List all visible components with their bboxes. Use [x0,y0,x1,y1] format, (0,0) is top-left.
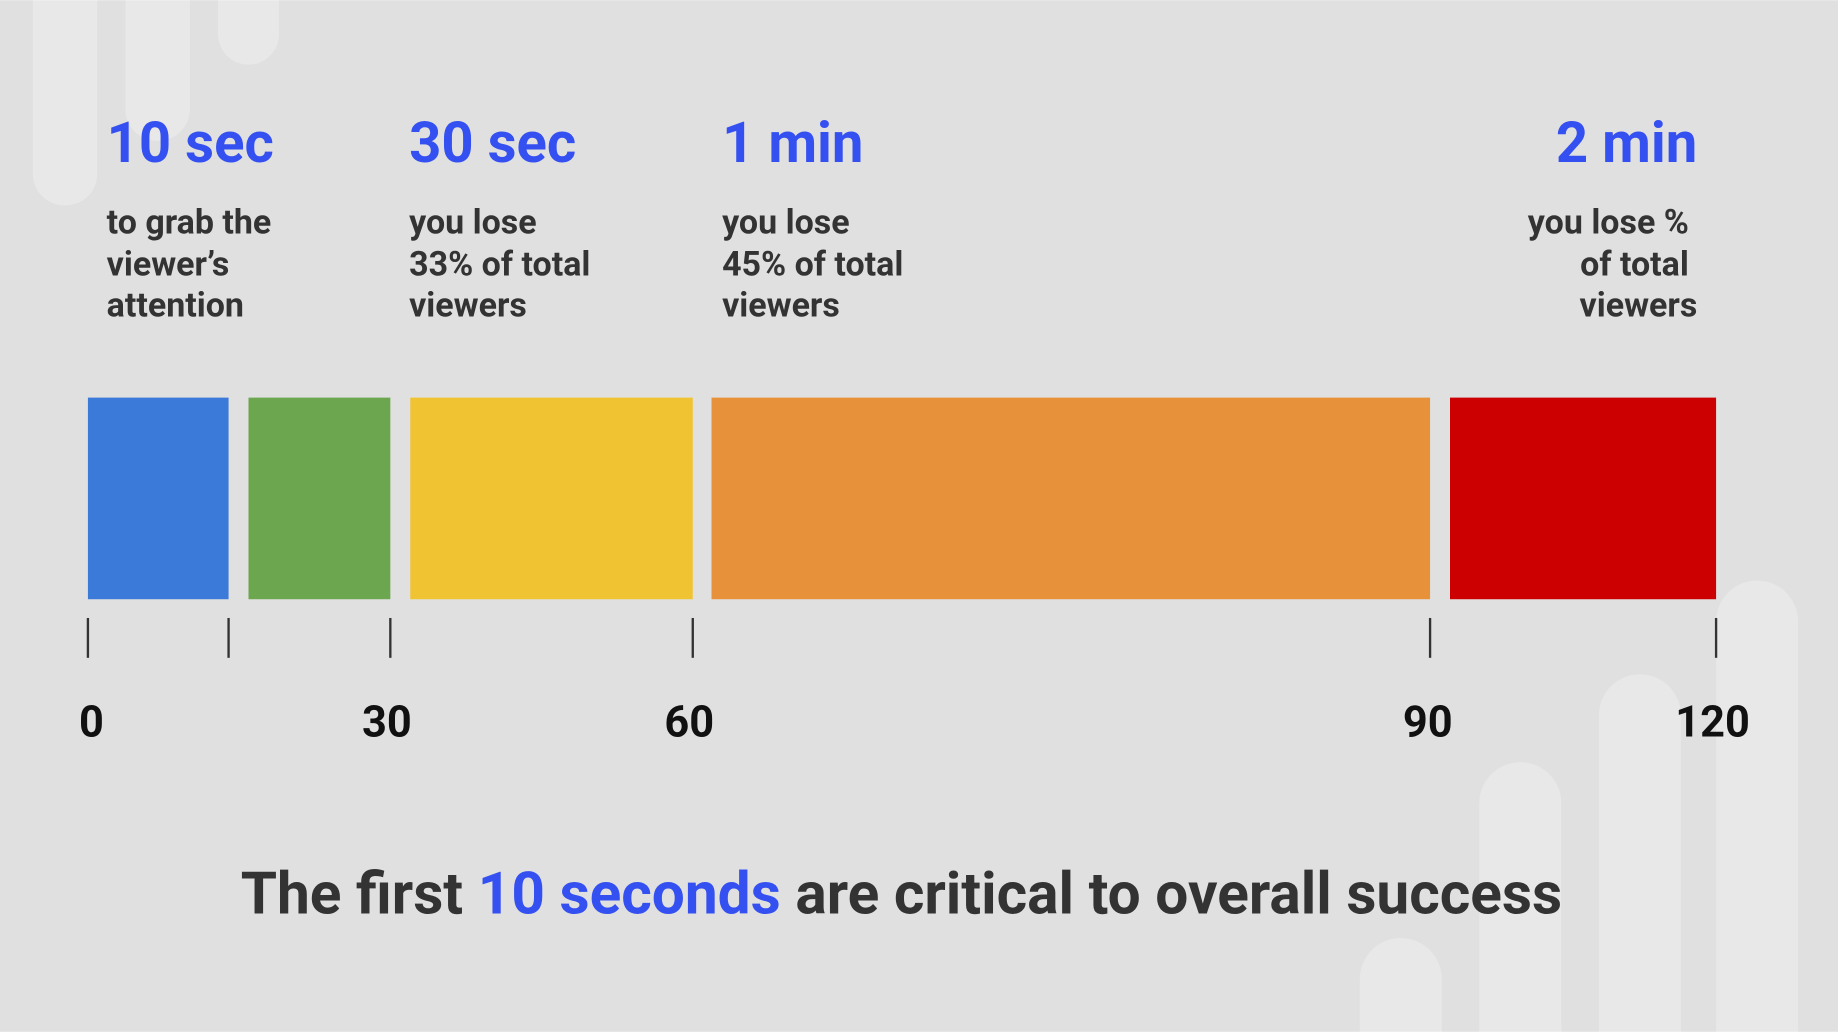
footer-text: are critical to overall success [781,860,1562,928]
segment [248,397,391,600]
axis-label: 0 [79,696,104,747]
segment [711,397,1431,600]
text-line: attention [107,286,244,326]
axis-label: 90 [1403,696,1453,747]
milestone-time: 1 min [722,110,863,176]
milestone-text: you lose 33% of total viewers [409,203,599,326]
text-line: you lose [722,203,850,243]
ticks [86,617,1718,658]
footer-highlight: 10 seconds [478,860,781,928]
segment [87,397,229,600]
text-line: 33% of total [409,245,590,285]
deco-stripe [125,0,190,141]
footer-text: The first [241,860,478,928]
text-line: to grab the [107,203,272,243]
milestone-time: 30 sec [409,110,576,176]
text-line: viewers [1580,286,1698,326]
milestone-text: you lose 45% of total viewers [722,203,912,326]
text-line: viewers [409,286,527,326]
milestone-text: you lose % of total viewers [1528,203,1698,326]
deco-stripe [32,0,98,206]
text-line: viewer’s [107,245,230,285]
axis-label: 60 [664,696,714,747]
deco-stripe [1598,674,1681,1032]
axis-label: 120 [1675,696,1750,747]
decoration [32,0,1799,1032]
axis-label: 30 [362,696,412,747]
deco-stripe [1359,938,1442,1032]
text-line: 45% of total [722,245,903,285]
milestone-text: to grab the viewer’s attention [107,203,280,326]
segment [1450,397,1717,600]
text-line: you lose % [1528,203,1689,243]
timeline-bar [87,397,1717,600]
footer: The first 10 seconds are critical to ove… [241,860,1562,928]
deco-stripe [1479,762,1562,1032]
deco-stripe [1716,580,1799,1032]
deco-stripe [218,0,279,65]
text-line: of total [1580,245,1689,285]
milestone-time: 10 sec [107,110,274,176]
segment [410,397,693,600]
text-line: viewers [722,286,840,326]
milestone-time: 2 min [1556,110,1697,176]
text-line: you lose [409,203,537,243]
